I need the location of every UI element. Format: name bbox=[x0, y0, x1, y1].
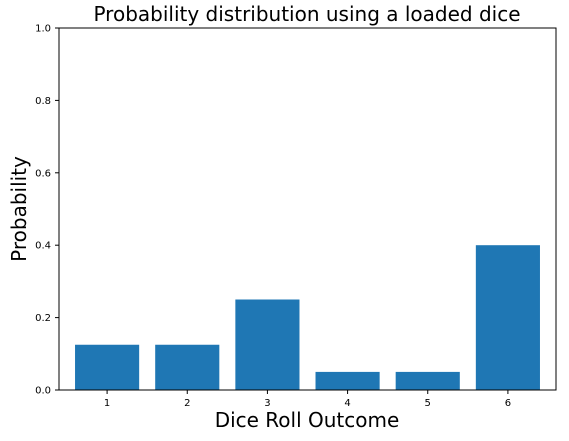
bar-2 bbox=[155, 344, 220, 390]
y-tick-label-1.0: 1.0 bbox=[35, 24, 51, 35]
y-axis: 0.0 0.2 0.4 0.6 0.8 1.0 bbox=[35, 24, 59, 397]
y-tick-label-0.0: 0.0 bbox=[35, 386, 51, 397]
bar-1 bbox=[75, 344, 140, 390]
x-axis-label: Dice Roll Outcome bbox=[215, 408, 400, 432]
y-axis-label: Probability bbox=[7, 156, 31, 262]
y-tick-label-0.8: 0.8 bbox=[35, 96, 51, 107]
plot-frame bbox=[58, 27, 557, 391]
bar-4 bbox=[315, 371, 380, 390]
y-tick-label-0.4: 0.4 bbox=[35, 241, 51, 252]
x-tick-label-5: 5 bbox=[425, 398, 431, 409]
x-tick-label-4: 4 bbox=[344, 398, 350, 409]
x-tick-label-1: 1 bbox=[104, 398, 110, 409]
x-tick-label-3: 3 bbox=[264, 398, 270, 409]
bar-5 bbox=[395, 371, 460, 390]
x-tick-label-6: 6 bbox=[505, 398, 511, 409]
bar-3 bbox=[235, 299, 300, 390]
y-tick-label-0.2: 0.2 bbox=[35, 313, 51, 324]
bars-group bbox=[75, 245, 540, 390]
x-tick-label-2: 2 bbox=[184, 398, 190, 409]
y-tick-label-0.6: 0.6 bbox=[35, 168, 51, 179]
chart-title: Probability distribution using a loaded … bbox=[93, 2, 520, 26]
bar-6 bbox=[475, 245, 540, 390]
x-axis: 1 2 3 4 5 6 bbox=[104, 390, 511, 409]
